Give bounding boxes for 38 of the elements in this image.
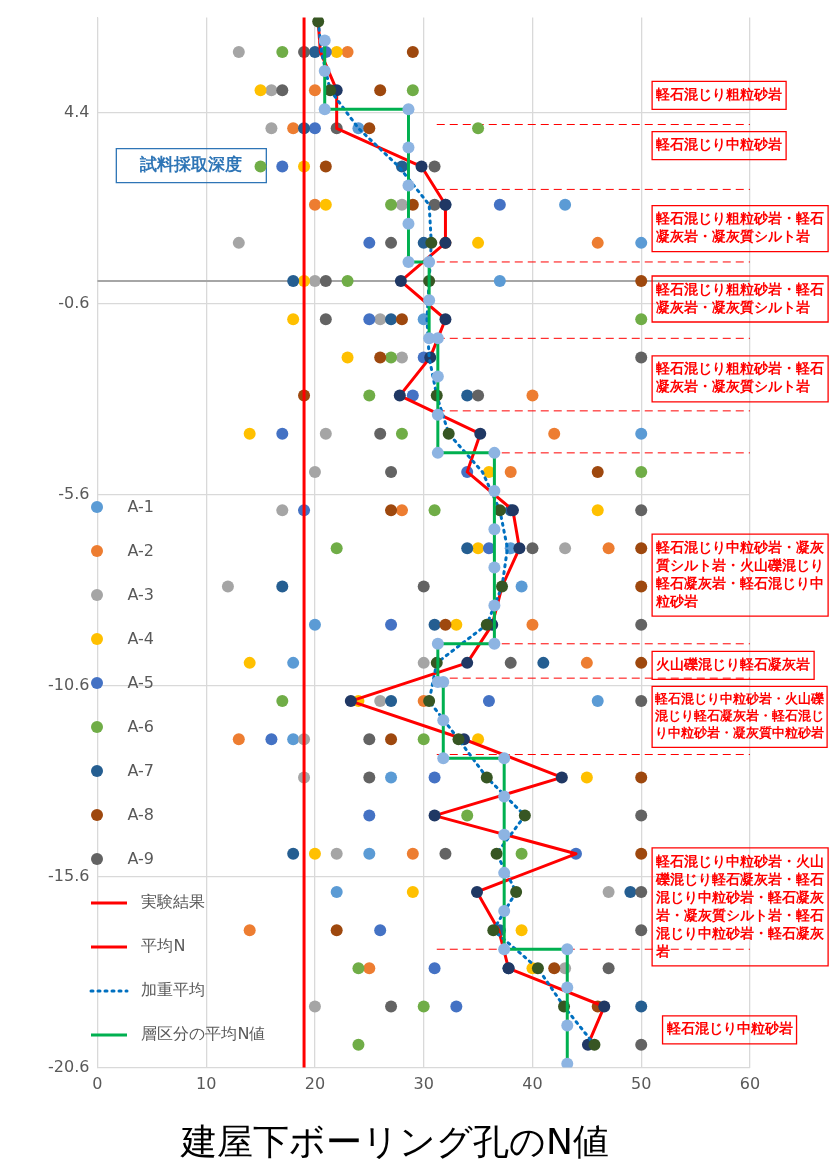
- legend-label: A-5: [127, 673, 154, 693]
- annotation: 軽石混じり粗粒砂岩: [655, 85, 783, 102]
- annotation: 火山礫混じり軽石凝灰岩: [656, 656, 811, 673]
- legend-label: A-7: [127, 761, 154, 781]
- text: 建屋下ボーリング孔のN値: [180, 1120, 609, 1162]
- y-tick-label: -5.6: [58, 484, 90, 504]
- legend-label: 加重平均: [141, 980, 206, 1002]
- y-tick-label: -10.6: [47, 674, 90, 694]
- legend-label: A-2: [127, 541, 154, 561]
- annotation: 試料採取深度: [139, 154, 243, 175]
- legend-label: A-9: [127, 849, 154, 869]
- x-tick-label: 40: [522, 1074, 543, 1094]
- y-tick-label: -20.6: [47, 1056, 90, 1076]
- x-tick-label: 30: [413, 1074, 434, 1094]
- annotation: 軽石混じり中粒砂岩: [655, 136, 783, 153]
- x-tick-label: 50: [631, 1074, 652, 1094]
- legend-label: A-8: [127, 805, 154, 825]
- annotation: 軽石混じり中粒砂岩・凝灰質シルト岩・火山礫混じり軽石凝灰岩・軽石混じり中粒砂岩: [655, 538, 826, 609]
- legend-label: 実験結果: [141, 892, 206, 914]
- x-tick-label: 10: [195, 1074, 217, 1094]
- annotation: 軽石混じり中粒砂岩・火山礫混じり軽石凝灰岩・軽石混じり中粒砂岩・凝灰質中粒砂岩: [654, 691, 826, 741]
- annotation: 軽石混じり中粒砂岩: [665, 1020, 793, 1037]
- annotation: 軽石混じり粗粒砂岩・軽石凝灰岩・凝灰質シルト岩: [655, 210, 825, 245]
- legend-label: A-4: [127, 629, 154, 649]
- y-tick-label: -15.6: [47, 865, 90, 885]
- legend-label: 平均N: [141, 936, 186, 958]
- legend-label: A-3: [127, 585, 154, 605]
- x-tick-label: 60: [739, 1074, 761, 1094]
- annotation: 軽石混じり粗粒砂岩・軽石凝灰岩・凝灰質シルト岩: [655, 360, 825, 395]
- x-tick-label: 0: [92, 1074, 103, 1094]
- annotation: 軽石混じり中粒砂岩・火山礫混じり軽石凝灰岩・軽石混じり中粒砂岩・軽石凝灰岩・凝灰質シルト岩・軽石混じり中粒砂岩・軽石凝灰岩: [655, 852, 826, 959]
- y-tick-label: -0.6: [58, 293, 90, 313]
- legend-label: 層区分の平均N値: [141, 1024, 266, 1046]
- y-tick-label: 4.4: [63, 102, 90, 122]
- legend-label: A-6: [127, 717, 154, 737]
- annotation: 軽石混じり粗粒砂岩・軽石凝灰岩・凝灰質シルト岩: [655, 280, 825, 315]
- x-tick-label: 20: [304, 1074, 326, 1094]
- legend-label: A-1: [127, 497, 154, 517]
